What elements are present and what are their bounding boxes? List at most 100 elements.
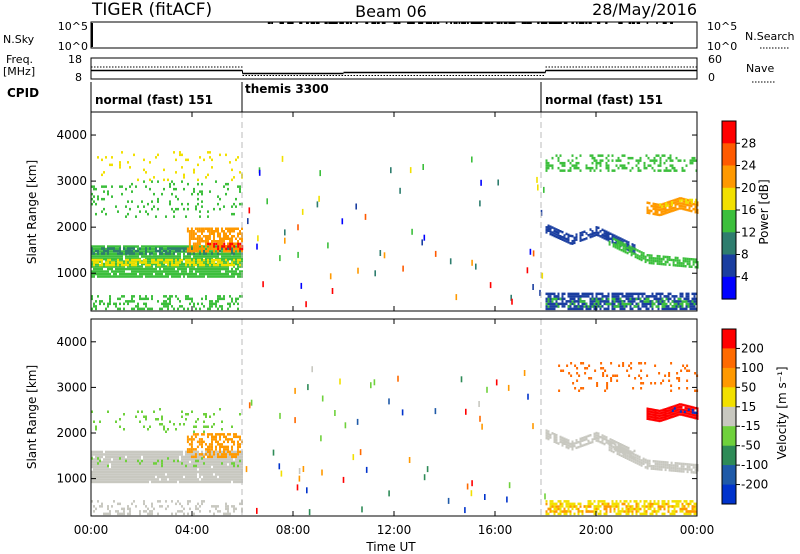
range-cell [207, 463, 209, 466]
range-cell [680, 204, 683, 208]
range-cell [109, 450, 111, 454]
range-cell [167, 455, 169, 459]
range-cell [237, 458, 239, 461]
range-cell [157, 478, 159, 481]
range-cell [151, 180, 153, 183]
range-cell [149, 465, 151, 469]
range-cell [137, 307, 139, 311]
range-cell [635, 302, 638, 306]
range-cell [181, 453, 183, 456]
range-cell [202, 433, 205, 436]
range-cell [95, 270, 97, 273]
range-cell [165, 465, 167, 469]
range-cell [186, 230, 189, 233]
range-cell [233, 275, 235, 278]
range-cell [107, 478, 109, 481]
range-cell [141, 410, 143, 413]
range-cell [173, 151, 175, 154]
range-cell [183, 272, 185, 276]
range-cell [593, 156, 596, 160]
range-cell [574, 364, 577, 367]
range-cell [201, 275, 203, 278]
range-cell [227, 235, 229, 238]
range-cell [191, 192, 193, 196]
range-cell [225, 260, 227, 263]
range-cell [669, 156, 672, 160]
range-cell [673, 300, 676, 303]
range-cell [143, 465, 145, 469]
range-cell [107, 267, 109, 271]
range-cell [208, 445, 211, 449]
range-cell [227, 257, 229, 261]
range-cell [657, 169, 660, 172]
range-cell [555, 235, 558, 239]
range-cell [237, 435, 239, 439]
range-cell [173, 455, 175, 459]
range-cell [603, 302, 606, 306]
range-cell [165, 455, 167, 459]
range-cell [109, 265, 111, 268]
range-cell [97, 468, 99, 471]
range-cell [599, 235, 602, 238]
range-cell [175, 263, 177, 267]
range-cell [645, 505, 648, 508]
range-cell [205, 413, 207, 416]
range-cell [203, 500, 205, 503]
range-cell [235, 297, 237, 301]
range-cell [219, 258, 221, 262]
range-cell [225, 465, 227, 469]
range-cell [219, 470, 221, 474]
range-cell [167, 297, 169, 301]
range-cell [105, 261, 107, 264]
range-cell [219, 275, 221, 278]
range-cell [547, 437, 550, 441]
range-cell [151, 512, 153, 516]
range-cell [175, 453, 177, 456]
range-cell [191, 463, 193, 466]
range-cell [145, 478, 147, 481]
range-cell [637, 169, 640, 172]
range-cell [169, 463, 171, 466]
range-cell [579, 440, 582, 443]
range-cell [208, 450, 211, 454]
range-cell [155, 418, 157, 421]
range-cell [203, 249, 205, 253]
range-cell [169, 262, 171, 266]
range-cell [567, 300, 570, 303]
range-cell [565, 237, 568, 241]
range-cell [229, 255, 231, 258]
range-cell [196, 230, 199, 233]
range-cell [133, 270, 135, 273]
range-cell [125, 245, 127, 248]
range-cell [648, 254, 651, 257]
range-cell [109, 258, 111, 262]
cpid-segment-2: themis 3300 [245, 82, 329, 96]
range-cell [165, 478, 167, 481]
range-cell [634, 248, 637, 251]
range-cell [111, 505, 113, 508]
range-cell [213, 423, 215, 426]
range-cell [682, 205, 685, 208]
range-cell [121, 512, 123, 516]
range-cell [557, 295, 560, 298]
range-cell [167, 465, 169, 469]
range-cell [155, 275, 157, 278]
range-cell [632, 252, 635, 255]
range-cell [197, 459, 199, 463]
range-cell [113, 478, 115, 481]
range-cell [163, 275, 165, 278]
range-cell [207, 307, 209, 311]
range-cell [656, 210, 659, 214]
range-cell [113, 252, 115, 256]
range-cell [629, 297, 632, 301]
range-cell [131, 258, 133, 262]
range-cell [678, 377, 681, 380]
range-cell [133, 307, 135, 311]
noise-sample [376, 22, 380, 24]
power-panel-bg [91, 112, 697, 311]
range-cell [575, 238, 578, 241]
range-cell [191, 460, 193, 464]
range-cell [97, 255, 99, 258]
range-cell [149, 272, 151, 276]
range-cell [549, 295, 552, 298]
